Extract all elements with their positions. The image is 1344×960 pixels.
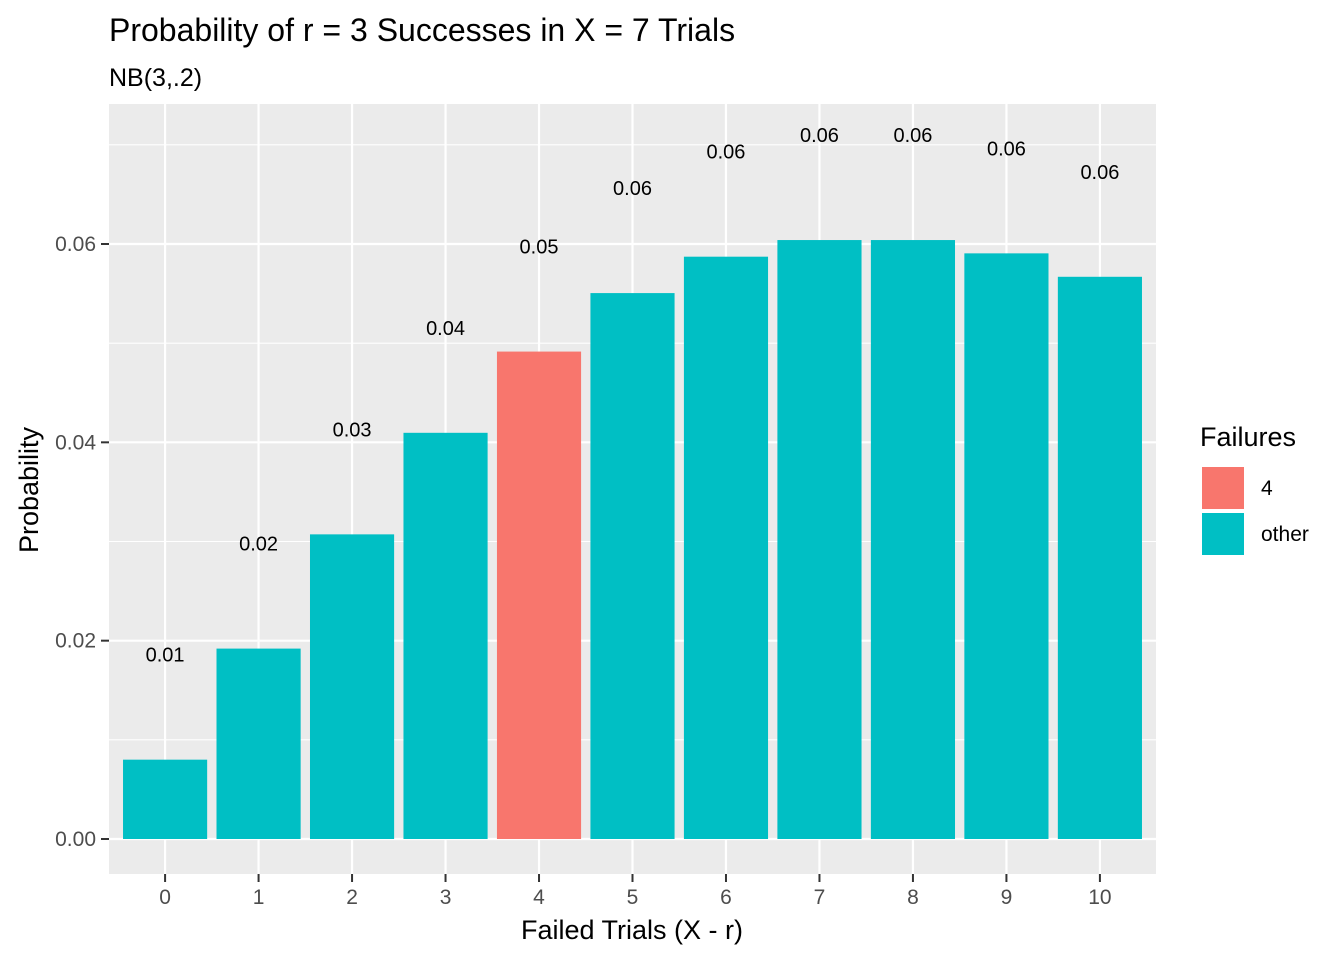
bar-2 [309, 534, 395, 839]
x-tick-label: 0 [159, 886, 171, 909]
legend: Failures 4 other [1200, 422, 1309, 555]
y-tick-label: 0.02 [55, 630, 96, 653]
x-tick-label: 9 [1001, 886, 1013, 909]
y-tick-label: 0.00 [55, 828, 96, 851]
data-label-7: 0.06 [800, 125, 839, 147]
bar-5 [590, 293, 675, 839]
data-label-1: 0.02 [239, 534, 278, 556]
legend-key-4 [1202, 467, 1244, 509]
x-tick-label: 4 [533, 886, 545, 909]
data-label-6: 0.06 [707, 142, 746, 164]
x-axis: 0 1 2 3 4 5 6 7 8 9 10 [159, 874, 1112, 909]
legend-label-other: other [1261, 523, 1309, 546]
x-tick-label: 3 [440, 886, 452, 909]
data-label-9: 0.06 [987, 138, 1026, 160]
bar-9 [964, 253, 1049, 839]
x-tick-label: 7 [814, 886, 826, 909]
x-tick-label: 1 [253, 886, 265, 909]
bar-8 [870, 240, 956, 839]
data-label-5: 0.06 [613, 178, 652, 200]
y-axis-title: Probability [14, 426, 44, 553]
bar-6 [683, 256, 769, 839]
bar-7 [777, 240, 862, 839]
data-label-10: 0.06 [1080, 162, 1119, 184]
y-tick-label: 0.04 [55, 431, 96, 454]
x-tick-label: 2 [346, 886, 358, 909]
x-tick-label: 10 [1088, 886, 1111, 909]
legend-key-other [1202, 513, 1244, 555]
bar-10 [1057, 276, 1142, 839]
bar-4 [496, 351, 582, 839]
x-tick-label: 8 [907, 886, 919, 909]
bars [123, 240, 1142, 839]
y-tick-label: 0.06 [55, 233, 96, 256]
data-labels: 0.01 0.02 0.03 0.04 0.05 0.06 0.06 0.06 0.06 0.06… [146, 125, 1120, 667]
chart-title: Probability of r = 3 Successes in X = 7 … [109, 12, 735, 48]
bar-0 [123, 759, 208, 839]
x-tick-label: 6 [720, 886, 732, 909]
data-label-3: 0.04 [426, 318, 465, 340]
y-axis: 0.00 0.02 0.04 0.06 [55, 233, 109, 851]
chart-subtitle: NB(3,.2) [109, 64, 202, 92]
data-label-8: 0.06 [893, 125, 932, 147]
bar-3 [403, 432, 488, 839]
x-tick-label: 5 [627, 886, 639, 909]
x-axis-title: Failed Trials (X - r) [521, 915, 743, 945]
data-label-2: 0.03 [333, 419, 372, 441]
legend-label-4: 4 [1261, 477, 1273, 500]
legend-title: Failures [1200, 422, 1296, 452]
data-label-4: 0.05 [520, 237, 559, 259]
bar-1 [216, 648, 301, 839]
data-label-0: 0.01 [146, 645, 185, 667]
